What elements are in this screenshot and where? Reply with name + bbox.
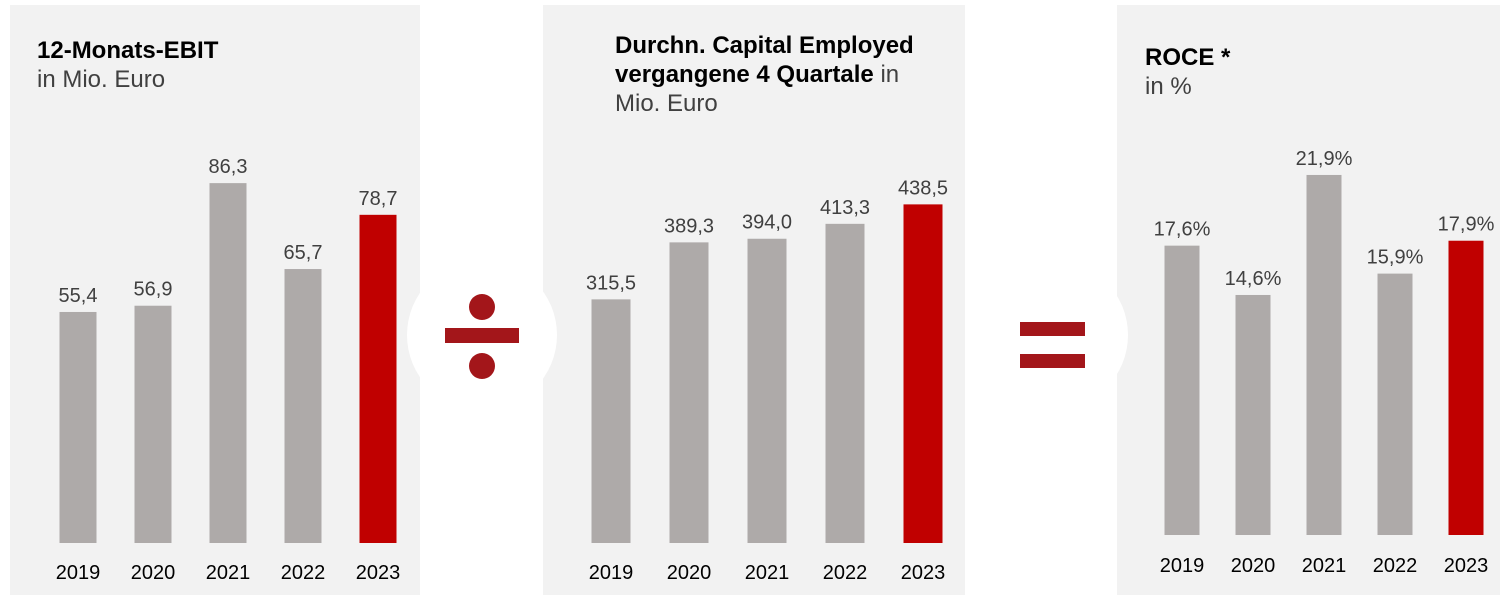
x-tick-label: 2023 <box>1444 555 1489 577</box>
divide-bar <box>445 328 519 343</box>
bar <box>591 299 631 543</box>
bar <box>1448 240 1484 535</box>
data-label: 78,7 <box>359 188 398 210</box>
chart-heading: ROCE * in % <box>1145 43 1485 101</box>
x-tick-label: 2019 <box>589 562 634 584</box>
x-tick-label: 2021 <box>745 562 790 584</box>
chart-subtitle: in % <box>1145 73 1192 100</box>
bar <box>59 311 97 543</box>
x-tick-label: 2022 <box>1373 555 1418 577</box>
bar <box>284 269 322 543</box>
data-label: 17,9% <box>1438 214 1495 236</box>
chart-subtitle: in Mio. Euro <box>615 61 900 117</box>
data-label: 413,3 <box>820 197 870 219</box>
equals-bar <box>1020 354 1085 368</box>
data-label: 21,9% <box>1296 148 1353 170</box>
data-label: 315,5 <box>586 272 636 294</box>
chart-heading: 12-Monats-EBIT in Mio. Euro <box>37 36 397 94</box>
bar <box>747 238 787 543</box>
data-label: 55,4 <box>59 285 98 307</box>
x-tick-label: 2020 <box>131 562 176 584</box>
bar <box>825 223 865 543</box>
bar <box>1377 273 1413 535</box>
data-label: 14,6% <box>1225 268 1282 290</box>
bar <box>1164 245 1200 535</box>
x-tick-label: 2019 <box>56 562 101 584</box>
data-label: 17,6% <box>1154 219 1211 241</box>
chart-title: Durchn. Capital Employed vergangene 4 Qu… <box>615 32 914 88</box>
x-tick-label: 2023 <box>356 562 401 584</box>
divide-dot <box>469 294 495 320</box>
x-tick-label: 2022 <box>823 562 868 584</box>
bar <box>1306 174 1342 536</box>
data-label: 86,3 <box>209 156 248 178</box>
bar <box>209 183 247 543</box>
x-tick-label: 2023 <box>901 562 946 584</box>
data-label: 389,3 <box>664 215 714 237</box>
chart-subtitle: in Mio. Euro <box>37 66 166 93</box>
data-label: 438,5 <box>898 177 948 199</box>
x-tick-label: 2021 <box>206 562 251 584</box>
data-label: 56,9 <box>134 279 173 301</box>
x-tick-label: 2019 <box>1160 555 1205 577</box>
chart-title: ROCE * <box>1145 44 1231 71</box>
x-tick-label: 2020 <box>667 562 712 584</box>
x-tick-label: 2021 <box>1302 555 1347 577</box>
bar <box>903 204 943 543</box>
bar <box>359 214 397 544</box>
bar <box>134 305 172 543</box>
x-tick-label: 2022 <box>281 562 326 584</box>
chart-heading: Durchn. Capital Employed vergangene 4 Qu… <box>615 31 943 118</box>
data-label: 65,7 <box>284 242 323 264</box>
bar <box>669 242 709 543</box>
data-label: 15,9% <box>1367 247 1424 269</box>
divide-dot <box>469 353 495 379</box>
chart-title: 12-Monats-EBIT <box>37 37 219 64</box>
x-tick-label: 2020 <box>1231 555 1276 577</box>
equals-bar <box>1020 322 1085 336</box>
data-label: 394,0 <box>742 212 792 234</box>
bar <box>1235 294 1271 535</box>
